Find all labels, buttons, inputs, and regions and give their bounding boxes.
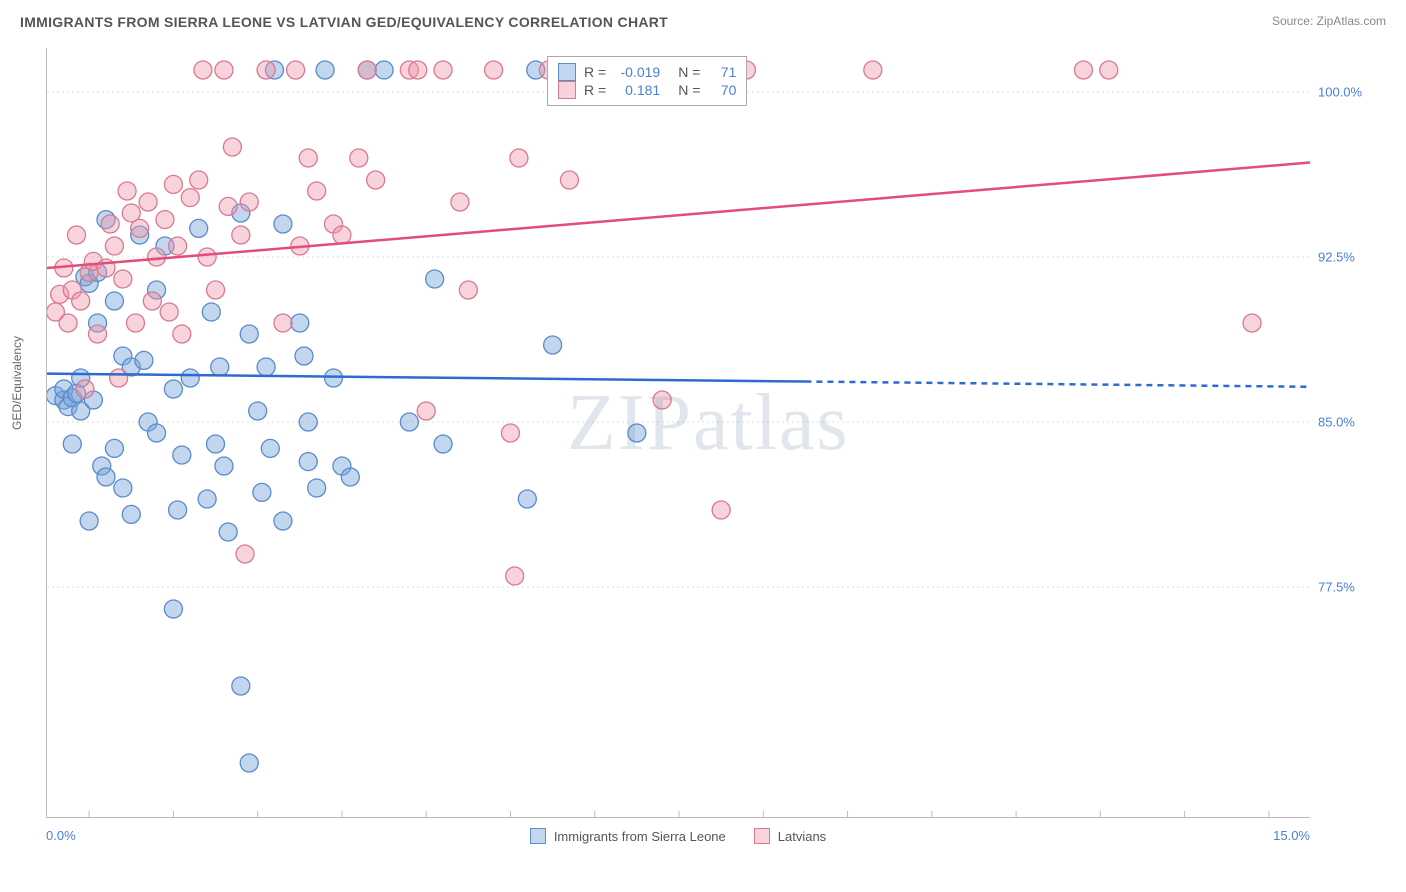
legend-item-sierra_leone: Immigrants from Sierra Leone bbox=[530, 828, 726, 844]
stats-swatch bbox=[558, 81, 576, 99]
y-tick-label: 85.0% bbox=[1318, 415, 1355, 430]
source-label: Source: bbox=[1272, 14, 1317, 28]
correlation-stats-box: R = -0.019 N = 71 R = 0.181 N = 70 bbox=[547, 56, 747, 106]
stats-n-label: N = bbox=[678, 82, 700, 98]
y-tick-labels: 77.5% 85.0% 92.5% 100.0% bbox=[1318, 48, 1398, 818]
y-tick-label: 100.0% bbox=[1318, 85, 1362, 100]
legend-item-latvians: Latvians bbox=[754, 828, 826, 844]
plot-area: ZIPatlas R =-0.019N =71R =0.181N =70 bbox=[46, 48, 1310, 818]
legend-swatch bbox=[530, 828, 546, 844]
stats-r-label: R = bbox=[584, 64, 606, 80]
source-attribution: Source: ZipAtlas.com bbox=[1272, 14, 1386, 28]
stats-n-label: N = bbox=[678, 64, 700, 80]
stats-r-label: R = bbox=[584, 82, 606, 98]
y-tick-label: 92.5% bbox=[1318, 250, 1355, 265]
stats-n-value: 71 bbox=[708, 64, 736, 80]
stats-row-latvians: R = 0.181 N = 70 bbox=[558, 81, 736, 99]
legend-label: Latvians bbox=[778, 829, 826, 844]
series-legend: Immigrants from Sierra Leone Latvians bbox=[46, 826, 1310, 846]
y-tick-label: 77.5% bbox=[1318, 580, 1355, 595]
legend-swatch bbox=[754, 828, 770, 844]
stats-n-value: 70 bbox=[708, 82, 736, 98]
stats-swatch bbox=[558, 63, 576, 81]
scatter-chart bbox=[47, 48, 1310, 817]
stats-row-sierra_leone: R = -0.019 N = 71 bbox=[558, 63, 736, 81]
source-value: ZipAtlas.com bbox=[1317, 14, 1386, 28]
y-axis-label: GED/Equivalency bbox=[10, 336, 24, 430]
stats-r-value: -0.019 bbox=[614, 64, 660, 80]
stats-r-value: 0.181 bbox=[614, 82, 660, 98]
chart-title: IMMIGRANTS FROM SIERRA LEONE VS LATVIAN … bbox=[20, 14, 668, 30]
legend-label: Immigrants from Sierra Leone bbox=[554, 829, 726, 844]
